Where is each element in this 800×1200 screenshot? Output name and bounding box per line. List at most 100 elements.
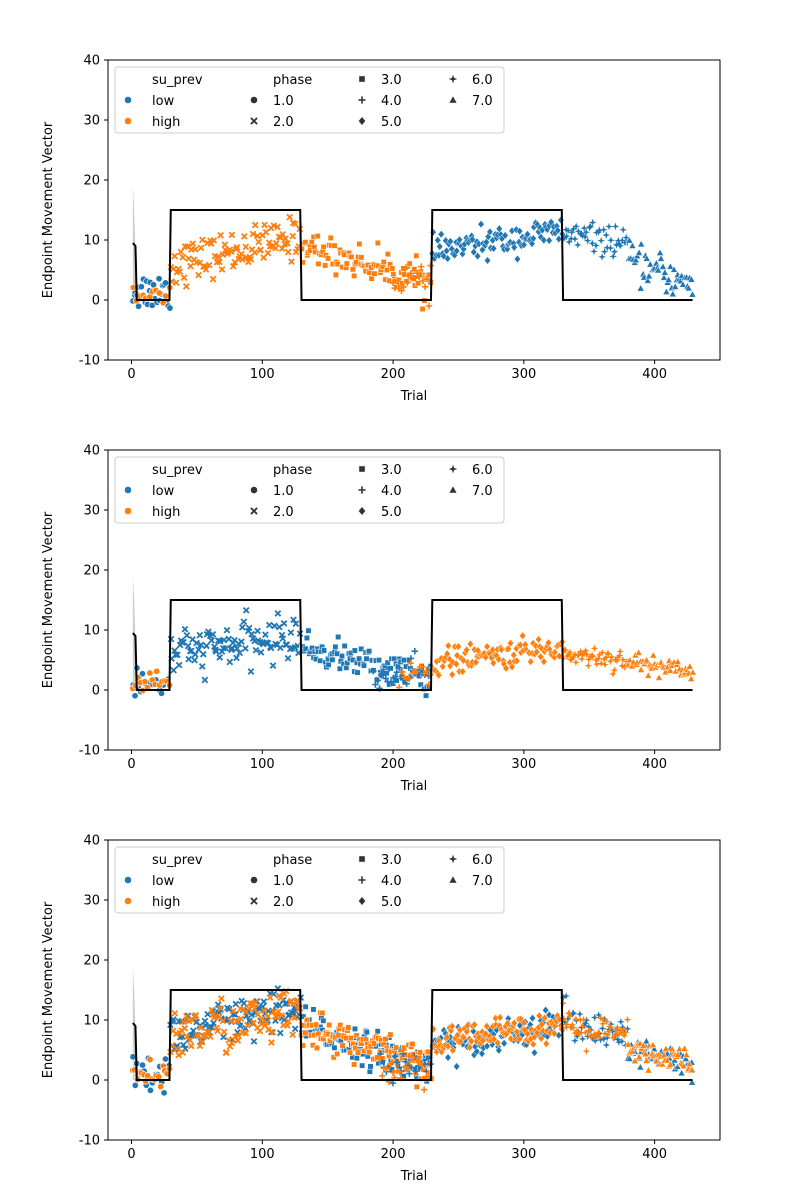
data-point — [448, 1022, 456, 1031]
data-point — [265, 1026, 272, 1034]
data-point — [251, 1005, 258, 1013]
data-point — [580, 1021, 589, 1030]
legend-marker-1.0 — [250, 486, 258, 494]
data-point — [392, 1053, 399, 1060]
data-point — [529, 1040, 537, 1049]
y-tick-label: 10 — [83, 234, 100, 249]
data-point — [183, 1012, 190, 1020]
data-point — [242, 243, 250, 251]
data-point — [631, 255, 640, 264]
data-point — [155, 1073, 163, 1081]
axes-frame — [107, 449, 721, 751]
data-point — [643, 276, 652, 284]
legend-label: 3.0 — [381, 853, 402, 868]
data-point — [221, 241, 229, 249]
data-point — [325, 661, 332, 668]
y-tick-label: 40 — [83, 54, 100, 69]
data-point — [276, 1001, 283, 1009]
data-point — [303, 635, 310, 641]
legend-marker-7.0 — [448, 485, 458, 494]
data-point — [343, 260, 350, 267]
axes-frame — [107, 59, 721, 361]
data-point — [205, 1029, 212, 1037]
data-point — [612, 240, 621, 249]
data-point — [551, 648, 559, 657]
data-point — [582, 650, 591, 659]
data-point — [615, 1030, 624, 1038]
legend-label: 7.0 — [472, 484, 493, 499]
data-point — [555, 651, 563, 661]
data-point — [662, 287, 671, 295]
legend-marker-4.0 — [358, 876, 366, 884]
data-point — [572, 1015, 580, 1023]
data-point — [605, 222, 613, 231]
data-point — [666, 666, 675, 674]
data-point — [666, 1060, 675, 1068]
y-axis-label: Endpoint Movement Vector — [41, 901, 56, 1078]
x-tick-label: 300 — [511, 1147, 536, 1162]
data-point — [504, 644, 512, 654]
legend-label: 7.0 — [472, 94, 493, 109]
data-point — [616, 647, 624, 656]
data-point — [606, 657, 615, 666]
data-point — [251, 249, 259, 256]
data-point — [582, 228, 591, 237]
data-point — [639, 1041, 648, 1049]
legend-label: 6.0 — [472, 463, 493, 478]
legend-marker-3.0 — [358, 75, 366, 83]
data-point — [277, 644, 284, 652]
data-point — [634, 648, 643, 656]
y-tick-label: 0 — [92, 294, 100, 309]
data-point — [598, 648, 607, 657]
legend-label: low — [152, 94, 175, 109]
data-point — [374, 1028, 381, 1035]
data-point — [400, 1046, 407, 1054]
data-point — [454, 642, 462, 651]
data-point — [423, 276, 431, 283]
data-point — [507, 1034, 515, 1044]
data-point — [251, 221, 259, 229]
data-point — [567, 228, 576, 237]
data-point — [565, 238, 573, 246]
data-point — [420, 1086, 428, 1093]
data-point — [577, 1023, 586, 1032]
data-point — [378, 672, 385, 679]
data-point — [320, 1017, 327, 1024]
data-point — [393, 1044, 400, 1051]
data-point — [227, 1017, 235, 1025]
data-point — [197, 641, 205, 649]
data-point — [161, 1055, 169, 1063]
data-point — [384, 659, 391, 666]
data-point — [352, 1025, 358, 1032]
chart-panel-3: 0 100 200 300 400 -10 0 10 20 30 40 Trial Endpoint M… — [41, 834, 721, 1184]
data-point — [463, 645, 471, 655]
data-point — [348, 253, 355, 260]
data-point — [358, 254, 365, 261]
data-point — [257, 649, 265, 656]
data-point — [404, 1065, 411, 1073]
data-point — [254, 627, 261, 635]
data-point — [448, 670, 456, 679]
data-point — [413, 1083, 420, 1090]
data-point — [233, 645, 241, 652]
data-point — [226, 658, 234, 666]
data-point — [169, 1016, 177, 1023]
data-point — [175, 1051, 182, 1059]
legend-label: high — [152, 505, 180, 520]
data-point — [578, 1035, 587, 1043]
data-point — [578, 650, 587, 659]
data-point — [569, 1023, 578, 1032]
data-point — [618, 1037, 626, 1046]
data-point — [193, 639, 200, 647]
data-point — [354, 1049, 361, 1056]
data-point — [595, 1033, 604, 1042]
data-point — [347, 1049, 353, 1056]
data-point — [157, 1083, 165, 1091]
y-axis-label: Endpoint Movement Vector — [41, 121, 56, 298]
data-point — [396, 664, 403, 671]
data-point — [609, 252, 618, 261]
data-point — [506, 638, 515, 648]
data-point — [581, 233, 589, 241]
data-point — [559, 999, 568, 1008]
